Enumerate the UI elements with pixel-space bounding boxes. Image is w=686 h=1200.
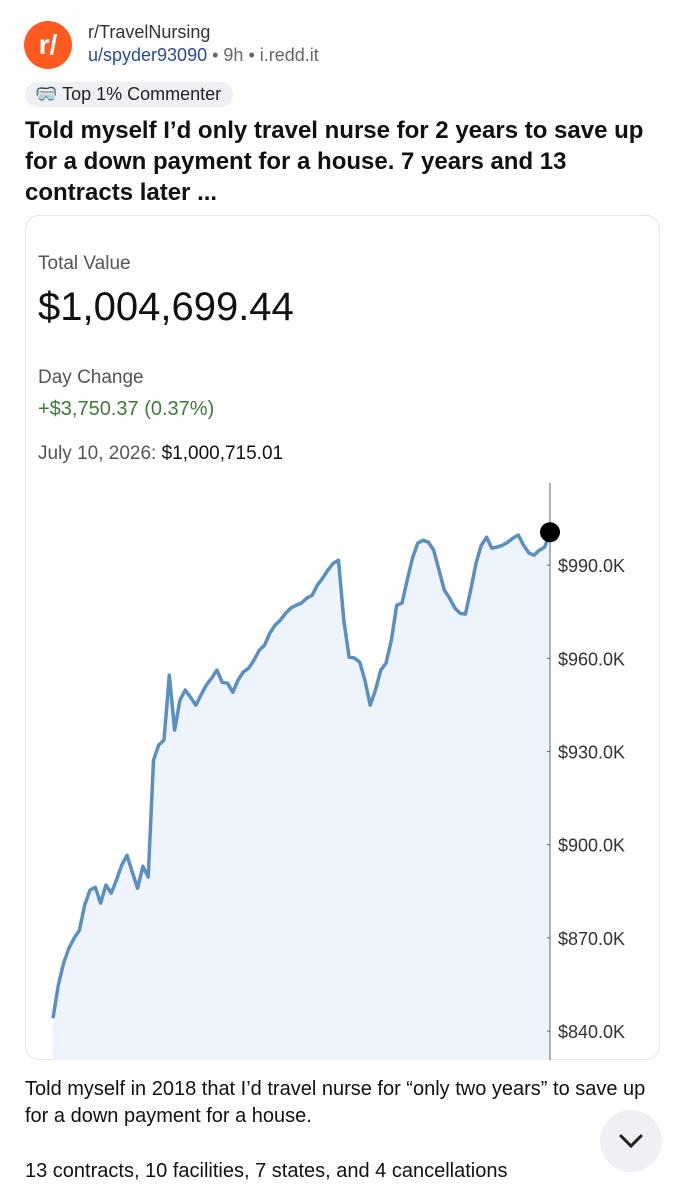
domain[interactable]: i.redd.it	[259, 45, 319, 65]
body-text: Told myself in 2018 that I’d travel nurs…	[25, 1078, 646, 1127]
date: July 10, 2026:	[38, 443, 157, 464]
change-value: +$3,750.37 (0.37%)	[38, 398, 215, 420]
change-label: Day Change	[38, 367, 144, 388]
subreddit-icon[interactable]: r/	[24, 21, 72, 69]
chevron	[619, 1134, 643, 1149]
subreddit[interactable]: r/TravelNursing	[88, 22, 211, 42]
y-tick-label: $900.0K	[558, 836, 625, 856]
body-text: 13 contracts, 10 facilities, 7 states, a…	[25, 1160, 508, 1182]
line	[51, 531, 552, 1019]
user[interactable]: u/spyder93090	[88, 45, 208, 65]
badge: 🥽 Top 1% Commenter	[25, 82, 234, 107]
age: 9h	[223, 45, 244, 65]
y-tick-label: $960.0K	[558, 649, 625, 669]
post-title[interactable]: Told myself I’d only travel nurse for 2 …	[25, 117, 644, 206]
date-value: $1,000,715.01	[161, 443, 284, 464]
date-line: July 10, 2026: $1,000,715.01	[38, 443, 283, 465]
y-tick-label: $840.0K	[558, 1022, 625, 1042]
expand-button[interactable]	[600, 1110, 662, 1172]
y-tick-label: $990.0K	[558, 556, 625, 576]
point-marker	[540, 522, 560, 543]
total-value: $1,004,699.44	[38, 285, 294, 329]
badge-text: Top 1% Commenter	[62, 84, 222, 104]
y-tick-label: $930.0K	[558, 743, 625, 763]
y-tick-label: $870.0K	[558, 929, 625, 949]
total-label: Total Value	[38, 253, 131, 274]
post-meta: u/spyder93090 • 9h • i.redd.it	[88, 45, 319, 65]
area	[53, 532, 550, 1060]
